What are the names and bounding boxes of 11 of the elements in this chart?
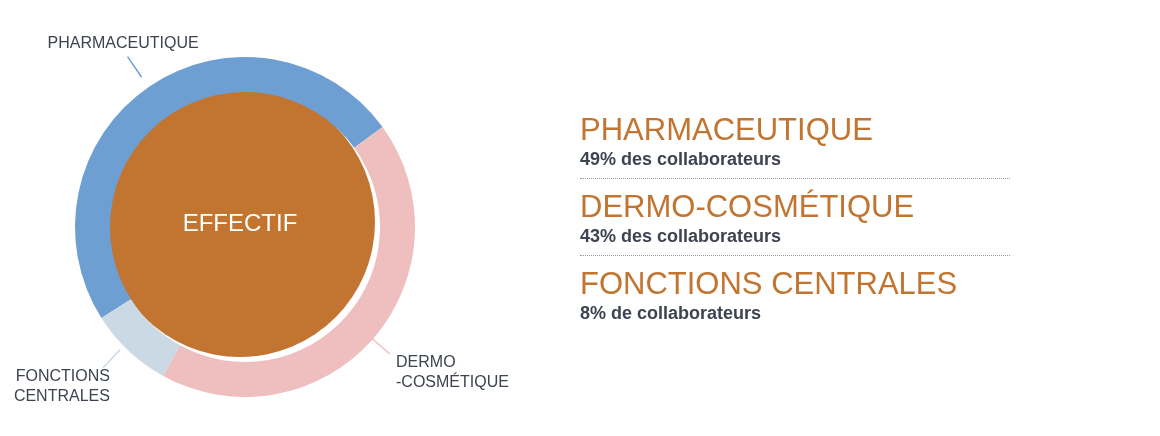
text: 49% des collaborateurs [580,148,783,170]
donut-slice [75,57,383,319]
text: EFFECTIF [182,209,298,236]
slice-label: PHARMACEUTIQUE [47,34,199,52]
slice-label: FONCTIONS CENTRALES [13,367,110,405]
text: PHARMACEUTIQUE [580,112,874,148]
text: FONCTIONS CENTRALES [580,266,959,302]
slice-label: DERMO-COSMÉTIQUE [396,352,509,390]
text: 43% des collaborateurs [580,225,783,247]
text: DERMO-COSMÉTIQUE [580,189,916,225]
text: 8% de collaborateurs [580,302,763,324]
